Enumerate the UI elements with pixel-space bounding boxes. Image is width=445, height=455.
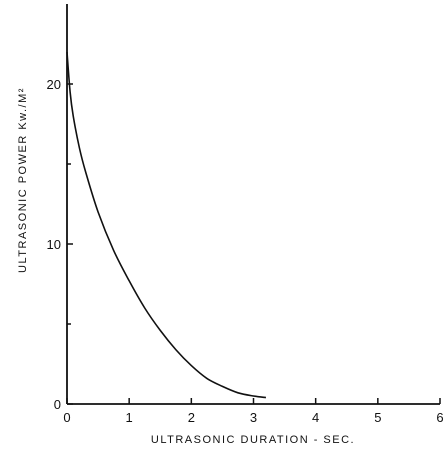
y-tick-label-10: 10 [47, 237, 61, 252]
series-line-0 [66, 51, 267, 399]
x-tick-label-0: 0 [63, 410, 70, 425]
series [66, 51, 267, 399]
y-axis-title: ULTRASONIC POWER Kw./M² [17, 87, 29, 273]
axes [66, 4, 440, 405]
x-tick-label-3: 3 [250, 410, 257, 425]
y-tick-label-20: 20 [47, 77, 61, 92]
tick-labels: 0 1 2 3 4 5 6 0 10 20 [47, 77, 444, 425]
ticks [66, 83, 441, 405]
x-tick-label-5: 5 [374, 410, 381, 425]
x-axis-title: ULTRASONIC DURATION - SEC. [151, 434, 355, 446]
x-tick-label-4: 4 [312, 410, 319, 425]
x-tick-label-6: 6 [436, 410, 443, 425]
y-tick-label-0: 0 [54, 397, 61, 412]
x-tick-label-1: 1 [126, 410, 133, 425]
x-tick-label-2: 2 [188, 410, 195, 425]
